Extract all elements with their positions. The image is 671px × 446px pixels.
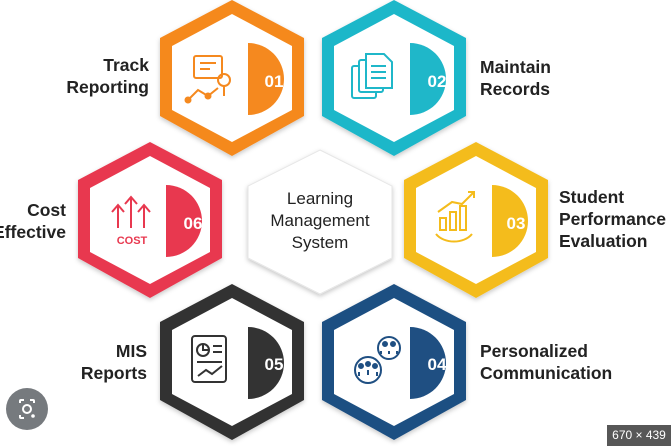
number-03: 03 [507, 214, 526, 233]
number-06: 06 [184, 214, 203, 233]
hexagon-01-track-reporting: 01 [160, 0, 304, 156]
hexagon-05-mis-reports: 05 [160, 284, 304, 440]
lens-search-icon [19, 399, 35, 419]
number-04: 04 [428, 355, 447, 374]
label-personalized-communication: Personalized Communication [480, 341, 613, 383]
label-track-reporting: Track Reporting [66, 55, 149, 97]
hexagon-03-student-performance: 03 [404, 142, 548, 298]
number-02: 02 [428, 72, 447, 91]
image-size-badge: 670 × 439 [607, 425, 671, 446]
tracking-chart-icon [184, 55, 231, 104]
documents-stack-icon [351, 53, 393, 99]
label-maintain-records: Maintain Records [480, 57, 551, 99]
report-document-icon [191, 335, 227, 383]
cost-icon-text: COST [117, 235, 148, 247]
cost-arrows-icon [111, 195, 151, 228]
hexagon-02-maintain-records: 02 [322, 0, 466, 156]
center-title-line1: Learning [286, 189, 354, 208]
growth-bar-chart-icon [435, 191, 475, 243]
group-communication-icon [354, 336, 401, 384]
hexagon-04-personalized-communication: 04 [322, 284, 466, 440]
center-title-line3: System [291, 233, 349, 252]
label-cost-effective: Cost Effective [0, 200, 66, 242]
center-hexagon [247, 149, 393, 295]
center-title: Learning Management System [238, 188, 402, 254]
hexagon-06-cost-effective: 06 COST [78, 142, 222, 298]
label-mis-reports: MIS Reports [80, 341, 147, 383]
lens-search-button[interactable] [6, 388, 48, 430]
label-student-performance-evaluation: Student Performance Evaluation [559, 187, 666, 251]
center-title-line2: Management [270, 211, 370, 230]
number-01: 01 [265, 72, 284, 91]
number-05: 05 [265, 355, 284, 374]
